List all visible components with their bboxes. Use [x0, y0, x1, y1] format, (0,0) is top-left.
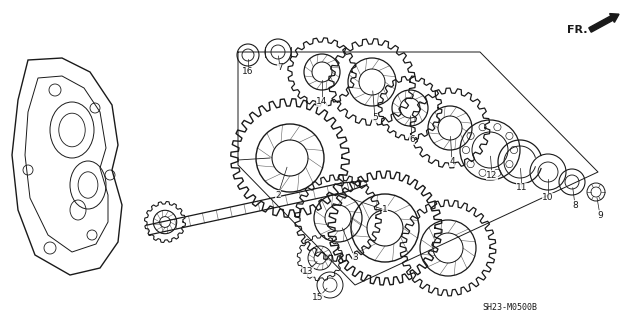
- Text: 12: 12: [486, 170, 498, 180]
- Text: 5: 5: [372, 114, 378, 122]
- Text: 3: 3: [352, 254, 358, 263]
- Text: 8: 8: [572, 201, 578, 210]
- Text: 16: 16: [243, 68, 253, 77]
- Text: 4: 4: [449, 158, 455, 167]
- Text: 15: 15: [312, 293, 324, 302]
- Text: 6: 6: [409, 136, 415, 145]
- Text: 14: 14: [316, 98, 328, 107]
- Text: 13: 13: [302, 268, 314, 277]
- Text: 7: 7: [277, 63, 283, 72]
- Text: 10: 10: [542, 194, 554, 203]
- FancyArrow shape: [589, 14, 619, 32]
- Text: 1: 1: [382, 205, 388, 214]
- Text: SH23-M0500B: SH23-M0500B: [483, 303, 538, 313]
- Text: 2: 2: [275, 190, 281, 199]
- Text: 9: 9: [597, 211, 603, 219]
- Text: 11: 11: [516, 183, 528, 192]
- Text: FR.: FR.: [568, 25, 588, 35]
